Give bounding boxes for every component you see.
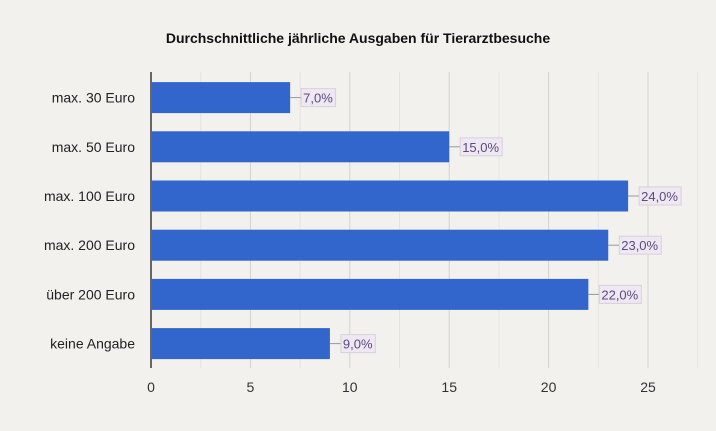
chart-title: Durchschnittliche jährliche Ausgaben für… xyxy=(165,30,551,46)
bar xyxy=(151,229,609,261)
bar xyxy=(151,328,330,360)
data-label-box xyxy=(340,334,376,354)
data-label: 7,0% xyxy=(303,91,333,106)
data-label-box xyxy=(638,186,682,206)
bar xyxy=(151,131,450,163)
data-label: 24,0% xyxy=(641,189,678,204)
data-label-box xyxy=(618,235,662,255)
category-label: max. 30 Euro xyxy=(52,90,135,106)
data-label-box xyxy=(459,137,503,157)
data-label: 22,0% xyxy=(601,287,638,302)
bar xyxy=(151,180,629,212)
data-label: 15,0% xyxy=(462,140,499,155)
x-tick-label: 15 xyxy=(441,379,457,395)
category-label: über 200 Euro xyxy=(46,286,135,302)
x-tick-label: 0 xyxy=(147,379,155,395)
data-label: 9,0% xyxy=(343,337,373,352)
category-label: max. 100 Euro xyxy=(44,188,135,204)
bar xyxy=(151,82,291,114)
bar xyxy=(151,278,589,310)
category-label: keine Angabe xyxy=(50,336,135,352)
x-tick-label: 25 xyxy=(640,379,656,395)
x-tick-label: 5 xyxy=(247,379,255,395)
category-label: max. 200 Euro xyxy=(44,237,135,253)
x-tick-label: 20 xyxy=(541,379,557,395)
x-tick-label: 10 xyxy=(342,379,358,395)
data-label-box xyxy=(598,284,642,304)
data-label-box xyxy=(300,88,337,108)
category-label: max. 50 Euro xyxy=(52,139,135,155)
data-label: 23,0% xyxy=(621,238,658,253)
